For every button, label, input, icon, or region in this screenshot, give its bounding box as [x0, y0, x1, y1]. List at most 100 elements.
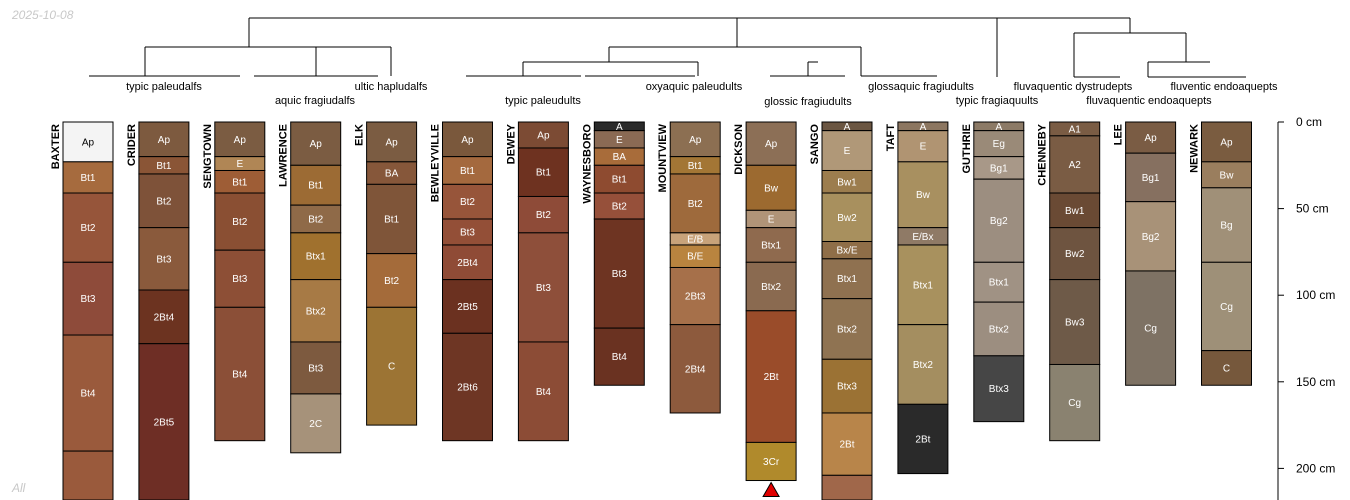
horizon-label: 2Bt [915, 434, 930, 445]
horizon-block [669, 266, 721, 326]
horizon-block [745, 164, 797, 211]
horizon-label: E [616, 135, 623, 146]
horizon-block [897, 130, 949, 163]
horizon-label: Ap [689, 135, 702, 146]
depth-tick-label: 50 cm [1296, 202, 1329, 216]
profile-name: WAYNESBORO [581, 124, 593, 204]
dendrogram-tree [89, 17, 1246, 78]
horizon-label: Eg [993, 139, 1005, 150]
soil-profile: WAYNESBORO AE BA Bt1 Bt2 Bt3 Bt4 [581, 121, 645, 386]
horizon-block [593, 218, 645, 329]
taxon-label: fluvaquentic dystrudepts [1014, 81, 1133, 93]
horizon-label: Bt2 [384, 276, 399, 287]
horizon-label: Btx1 [913, 280, 933, 291]
horizon-block [821, 130, 873, 171]
horizon-label: 2Bt4 [154, 312, 175, 323]
horizon-block [745, 227, 797, 263]
horizon-block [669, 121, 721, 158]
profile-name: LAWRENCE [278, 124, 290, 187]
horizon-block [1125, 201, 1177, 272]
horizon-block [821, 298, 873, 360]
horizon-block [138, 343, 190, 500]
horizon-block [669, 173, 721, 234]
horizon-label: Cg [1144, 324, 1157, 335]
soil-profile: ELK Ap BA Bt1 Bt2 C [354, 121, 418, 426]
taxon-label: glossaquic fragiudults [868, 81, 974, 93]
horizon-label: Bt1 [460, 166, 475, 177]
taxon-label: ultic hapludalfs [355, 81, 428, 93]
horizon-label: Bw3 [1065, 318, 1085, 329]
horizon-block [1201, 187, 1252, 263]
profile-name: BAXTER [50, 124, 62, 169]
horizon-label: Bt2 [232, 217, 247, 228]
bedrock-marker-icon [762, 481, 780, 498]
soil-profile: TAFT AE Bw E/Bx Btx1 Btx2 2Bt [885, 121, 949, 475]
horizon-label: Btx3 [837, 382, 857, 393]
profile-name: MOUNTVIEW [657, 123, 669, 192]
horizon-block [62, 261, 114, 336]
horizon-label: Bt4 [80, 389, 95, 400]
profile-name: DEWEY [505, 123, 517, 164]
horizon-label: A [844, 122, 851, 133]
horizon-label: Btx2 [761, 282, 781, 293]
horizon-block [290, 232, 342, 281]
horizon-label: Bg [1220, 221, 1232, 232]
horizon-label: Bt2 [688, 199, 703, 210]
depth-tick-label: 0 cm [1296, 115, 1322, 129]
horizon-label: Bt2 [536, 210, 551, 221]
profile-name: CHENNEBY [1037, 123, 1049, 185]
horizon-block [593, 192, 645, 220]
taxon-label: typic fragiaquults [956, 95, 1039, 107]
horizon-label: A [616, 122, 623, 133]
horizon-label: Bw2 [1065, 249, 1085, 260]
horizon-label: Bt1 [308, 181, 323, 192]
horizon-block [290, 393, 342, 454]
horizon-label: Ap [1220, 137, 1233, 148]
profile-name: NEWARK [1189, 124, 1201, 173]
horizon-label: Bt4 [612, 352, 627, 363]
horizon-block [897, 324, 949, 405]
horizon-label: E/B [687, 234, 703, 245]
horizon-block [138, 227, 190, 291]
horizon-label: Ap [234, 135, 247, 146]
horizon-label: C [388, 362, 395, 373]
horizon-label: Btx1 [837, 274, 857, 285]
soil-profile: DICKSON Ap Bw E Btx1 Btx2 2Bt 3Cr [733, 121, 797, 498]
horizon-block [1125, 152, 1177, 203]
horizon-label: 2Bt [764, 372, 779, 383]
taxon-label: oxyaquic paleudults [646, 81, 743, 93]
horizon-label: Bt3 [536, 283, 551, 294]
horizon-label: Bt1 [80, 173, 95, 184]
horizon-label: Bt2 [308, 214, 323, 225]
taxon-label: fluvaquentic endoaquepts [1086, 95, 1212, 107]
soil-profile: BAXTER Ap Bt1 Bt2 Bt3 Bt4 [50, 121, 114, 500]
date-stamp: 2025-10-08 [11, 8, 74, 22]
horizon-block [1201, 161, 1252, 189]
horizon-label: C [1223, 363, 1230, 374]
profile-name: GUTHRIE [961, 124, 973, 174]
soil-profile: GUTHRIE A Eg Bg1 Bg2 Btx1 Btx2 Btx3 [961, 121, 1025, 423]
horizon-label: 2Bt4 [685, 364, 706, 375]
horizon-label: E [236, 159, 243, 170]
horizon-block [821, 412, 873, 476]
horizon-label: Bt1 [688, 161, 703, 172]
horizon-label: B/E [687, 252, 703, 263]
horizon-label: E [920, 142, 927, 153]
horizon-label: Bx/E [836, 246, 857, 257]
horizon-block [442, 183, 493, 220]
horizon-block [973, 178, 1025, 263]
horizon-block [1049, 192, 1101, 229]
horizon-label: Btx2 [989, 324, 1009, 335]
horizon-label: Bg1 [1142, 173, 1160, 184]
horizon-label: Bw [1220, 170, 1235, 181]
horizon-label: Bw1 [837, 177, 857, 188]
horizon-label: Bt3 [80, 294, 95, 305]
horizon-block [821, 358, 873, 414]
depth-tick-label: 150 cm [1296, 375, 1335, 389]
horizon-block [442, 121, 493, 158]
taxon-label: fluventic endoaquepts [1170, 81, 1278, 93]
horizon-label: Bt2 [460, 197, 475, 208]
horizon-block [821, 192, 873, 243]
horizon-block [745, 261, 797, 312]
